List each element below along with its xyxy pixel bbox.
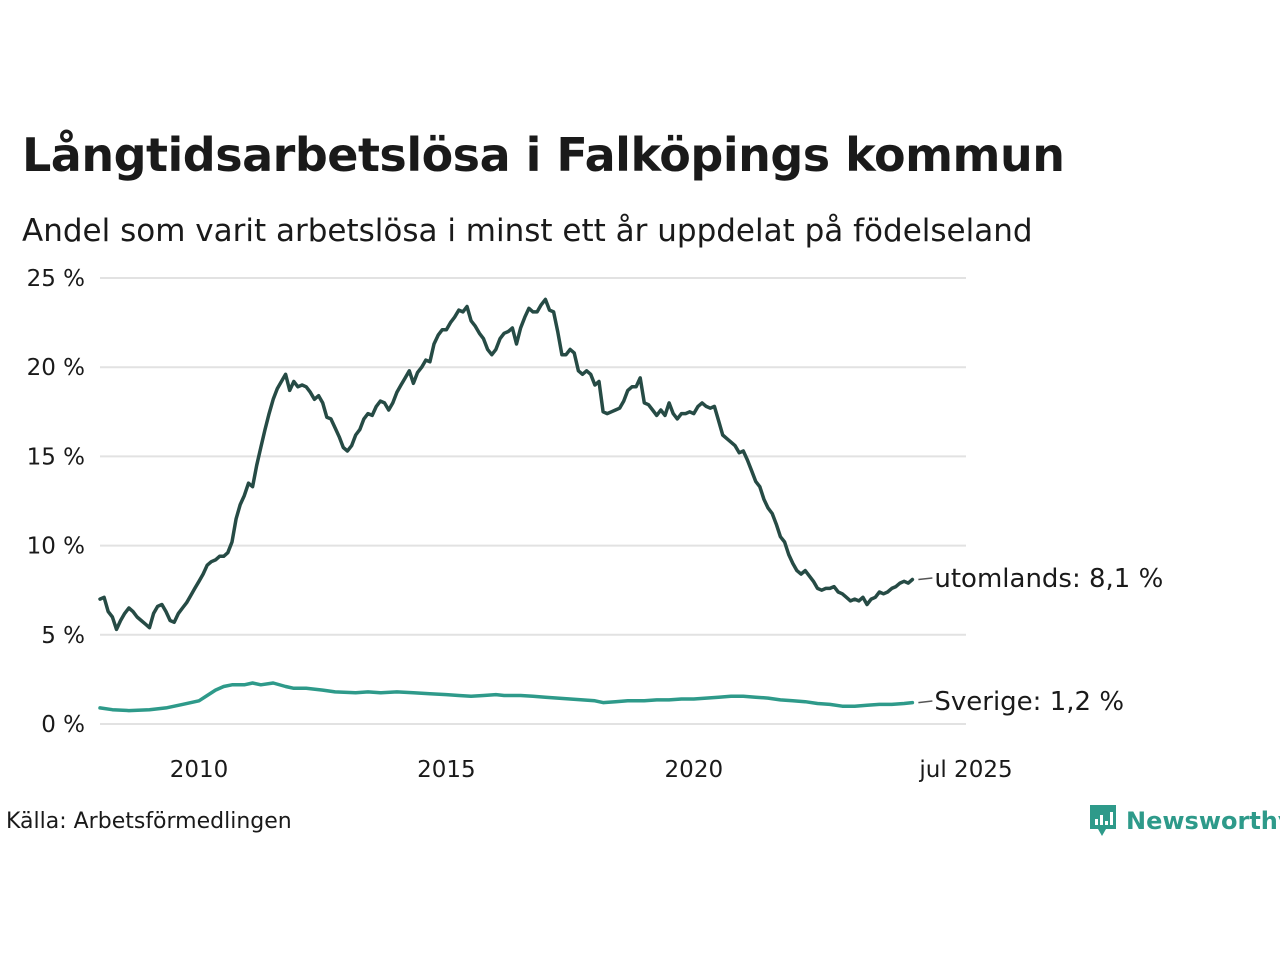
series-line-sverige xyxy=(98,681,915,713)
y-tick-label: 25 % xyxy=(27,266,85,292)
chart-title: Långtidsarbetslösa i Falköpings kommun xyxy=(22,128,1065,182)
chart-subtitle: Andel som varit arbetslösa i minst ett å… xyxy=(22,213,1033,249)
series-line-utomlands xyxy=(98,297,915,632)
label-connector xyxy=(918,700,933,704)
x-axis-ticks: 2010 2015 2020 jul 2025 xyxy=(170,757,1013,783)
y-tick-label: 15 % xyxy=(27,444,85,470)
brand-name: Newsworthy xyxy=(1126,807,1280,835)
series-end-label-utomlands: utomlands: 8,1 % xyxy=(934,564,1163,594)
series-lines xyxy=(98,297,915,713)
y-tick-label: 0 % xyxy=(41,712,85,738)
line-chart: 0 % 5 % 10 % 15 % 20 % 25 % 2010 2015 2020 jul 2… xyxy=(27,266,1164,783)
grid-lines xyxy=(100,277,966,725)
x-tick-label: 2010 xyxy=(170,757,229,783)
brand-logo[interactable]: Newsworthy xyxy=(1088,803,1280,839)
series-end-label-sverige: Sverige: 1,2 % xyxy=(934,687,1124,717)
newsworthy-logo-icon xyxy=(1090,805,1116,836)
y-axis-ticks: 0 % 5 % 10 % 15 % 20 % 25 % xyxy=(27,266,85,738)
label-connector xyxy=(918,577,933,581)
y-tick-label: 5 % xyxy=(41,623,85,649)
series-end-labels: utomlands: 8,1 % Sverige: 1,2 % xyxy=(918,564,1163,717)
source-note: Källa: Arbetsförmedlingen xyxy=(6,809,292,834)
x-tick-label: jul 2025 xyxy=(918,757,1012,783)
x-tick-label: 2015 xyxy=(417,757,476,783)
x-tick-label: 2020 xyxy=(665,757,724,783)
y-tick-label: 10 % xyxy=(27,534,85,560)
y-tick-label: 20 % xyxy=(27,355,85,381)
